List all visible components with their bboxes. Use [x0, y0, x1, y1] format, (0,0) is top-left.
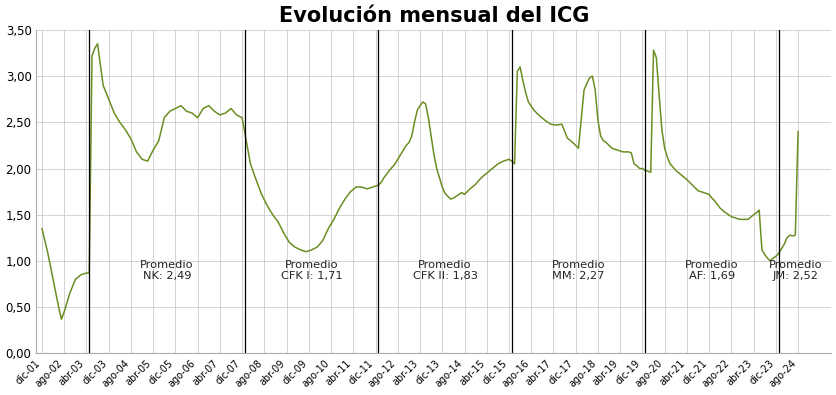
- Text: Promedio
AF: 1,69: Promedio AF: 1,69: [685, 260, 738, 281]
- Text: Promedio
NK: 2,49: Promedio NK: 2,49: [140, 260, 194, 281]
- Text: Promedio
JM: 2,52: Promedio JM: 2,52: [767, 260, 821, 281]
- Title: Evolución mensual del ICG: Evolución mensual del ICG: [278, 6, 589, 26]
- Text: Promedio
CFK II: 1,83: Promedio CFK II: 1,83: [412, 260, 477, 281]
- Text: Promedio
MM: 2,27: Promedio MM: 2,27: [551, 260, 604, 281]
- Text: Promedio
CFK I: 1,71: Promedio CFK I: 1,71: [280, 260, 342, 281]
